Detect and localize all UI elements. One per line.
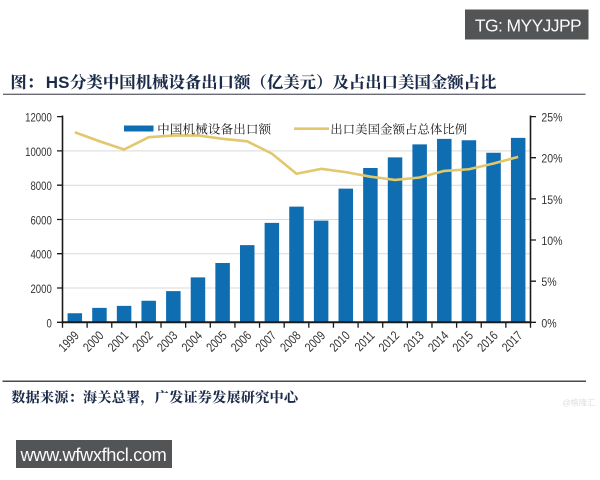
svg-text:5%: 5% <box>541 277 556 290</box>
svg-text:0%: 0% <box>541 318 556 331</box>
svg-text:25%: 25% <box>541 112 562 125</box>
svg-text:0: 0 <box>46 317 51 330</box>
svg-text:12000: 12000 <box>25 112 52 125</box>
svg-text:10000: 10000 <box>25 146 52 159</box>
svg-text:6000: 6000 <box>30 215 51 228</box>
svg-text:8000: 8000 <box>30 180 51 193</box>
svg-text:@: @ <box>562 398 571 408</box>
svg-text:10%: 10% <box>541 235 562 248</box>
svg-text:2000: 2000 <box>30 283 51 296</box>
svg-text:TG: MYYJJPP: TG: MYYJJPP <box>475 15 581 35</box>
svg-text:HS: HS <box>46 73 70 92</box>
svg-text:4000: 4000 <box>30 249 51 262</box>
svg-text:20%: 20% <box>541 153 562 166</box>
svg-text:15%: 15% <box>541 194 562 207</box>
svg-text:www.wfwxfhcl.com: www.wfwxfhcl.com <box>20 445 167 465</box>
